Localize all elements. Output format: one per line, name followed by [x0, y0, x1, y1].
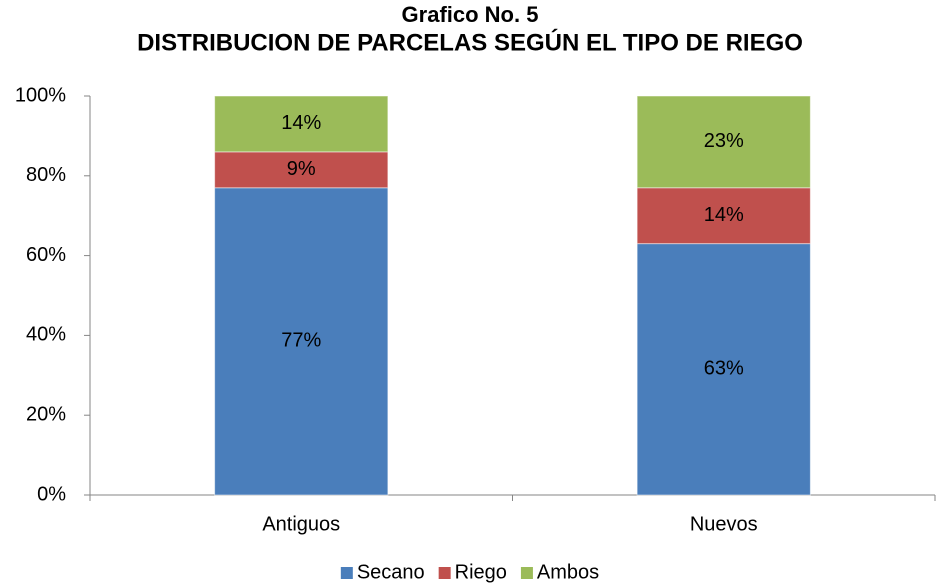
y-tick-label: 0%: [37, 483, 66, 505]
legend-swatch: [520, 567, 533, 579]
y-tick-label: 40%: [26, 324, 66, 346]
x-tick-label: Antiguos: [262, 513, 340, 535]
bar-segment: [214, 151, 389, 189]
legend-label: Riego: [455, 561, 507, 583]
legend-label: Ambos: [537, 561, 599, 583]
bar-segment: [636, 95, 811, 189]
bar-segment: [636, 187, 811, 245]
data-label: 63%: [704, 358, 744, 380]
bar-segment: [636, 243, 811, 496]
y-tick-label: 80%: [26, 164, 66, 186]
y-tick-label: 100%: [15, 84, 66, 106]
y-tick-label: 20%: [26, 403, 66, 425]
legend-swatch: [340, 567, 353, 579]
data-label: 77%: [281, 330, 321, 352]
legend-swatch: [438, 567, 451, 579]
data-label: 9%: [287, 158, 316, 180]
data-label: 23%: [704, 130, 744, 152]
chart-subtitle: DISTRIBUCION DE PARCELAS SEGÚN EL TIPO D…: [137, 28, 803, 56]
data-label: 14%: [704, 204, 744, 226]
y-tick-label: 60%: [26, 244, 66, 266]
bar-segment: [214, 187, 389, 496]
legend-label: Secano: [357, 561, 425, 583]
x-tick-label: Nuevos: [690, 513, 758, 535]
chart-title: Grafico No. 5: [402, 2, 539, 27]
data-label: 14%: [281, 112, 321, 134]
bar-segment: [214, 95, 389, 153]
